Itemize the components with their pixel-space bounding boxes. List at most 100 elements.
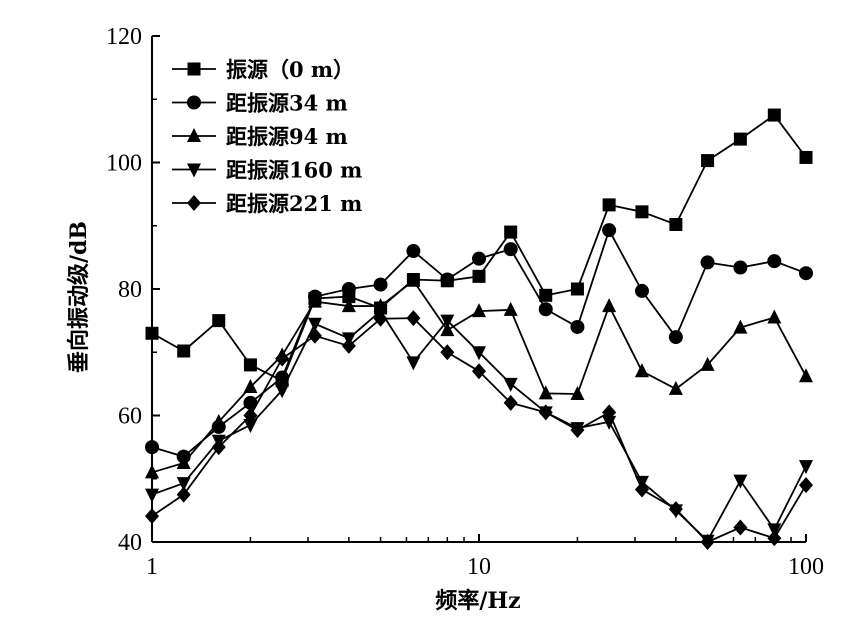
legend-label: 振源（0 m） — [226, 57, 354, 82]
data-point — [211, 413, 226, 428]
data-point — [634, 481, 649, 498]
data-point — [212, 314, 226, 328]
x-tick-label: 100 — [788, 554, 824, 580]
data-point — [570, 319, 585, 334]
legend-entry-3: 距振源94 m — [172, 124, 348, 149]
y-tick-label: 80 — [118, 277, 142, 303]
data-point — [700, 356, 715, 371]
data-point — [634, 283, 649, 298]
data-point — [176, 486, 191, 503]
legend-entry-5: 距振源221 m — [172, 191, 362, 216]
data-point — [145, 488, 159, 503]
legend-entry-1: 振源（0 m） — [172, 57, 354, 82]
data-point — [341, 282, 356, 296]
data-point — [472, 269, 486, 283]
data-point — [145, 326, 159, 340]
data-point — [700, 534, 715, 550]
data-point — [602, 223, 617, 238]
legend: 振源（0 m） 距振源34 m 距振源94 m 距振源160 m 距振源221 m — [172, 57, 362, 216]
legend-entry-2: 距振源34 m — [172, 91, 348, 116]
data-point — [570, 282, 584, 296]
data-point — [733, 319, 748, 334]
series-5 — [145, 310, 813, 550]
data-point — [440, 272, 455, 287]
data-point — [145, 508, 159, 525]
data-point — [799, 266, 813, 281]
data-point — [406, 356, 421, 371]
legend-label: 距振源160 m — [226, 158, 362, 183]
data-point — [733, 260, 748, 275]
data-point — [341, 298, 356, 313]
legend-label: 距振源94 m — [226, 124, 348, 149]
data-point — [440, 314, 455, 329]
data-point — [733, 132, 747, 146]
data-point — [145, 440, 159, 455]
data-point — [373, 310, 388, 327]
y-tick-label: 120 — [106, 24, 142, 50]
y-tick-label: 40 — [118, 530, 142, 556]
data-point — [767, 254, 782, 269]
data-point — [602, 298, 617, 313]
data-point — [307, 327, 322, 344]
data-point — [406, 310, 421, 327]
data-point — [539, 288, 553, 302]
data-point — [733, 474, 748, 489]
data-point — [440, 344, 455, 361]
data-point — [538, 404, 553, 421]
data-point — [799, 460, 813, 475]
data-point — [176, 454, 191, 469]
legend-entry-4: 距振源160 m — [172, 158, 362, 183]
data-point — [634, 363, 649, 378]
data-point — [503, 377, 518, 392]
data-point — [243, 358, 257, 372]
series-1 — [145, 108, 813, 388]
data-point — [373, 277, 388, 292]
data-point — [570, 422, 585, 439]
data-point — [538, 385, 553, 400]
legend-label: 距振源34 m — [226, 91, 348, 116]
data-point — [307, 317, 322, 332]
data-point — [767, 108, 781, 122]
data-point — [602, 198, 616, 212]
data-point — [767, 309, 782, 324]
y-tick-label: 100 — [106, 151, 142, 177]
legend-marker — [187, 62, 201, 76]
data-point — [406, 272, 421, 287]
data-point — [668, 330, 683, 345]
data-point — [243, 418, 258, 433]
data-point — [406, 244, 421, 259]
data-point — [799, 368, 813, 383]
legend-marker — [187, 163, 201, 178]
data-point — [504, 225, 518, 239]
series-3 — [145, 272, 813, 479]
data-point — [700, 255, 715, 270]
data-point — [176, 477, 191, 492]
data-point — [503, 394, 518, 411]
data-point — [668, 380, 683, 395]
legend-marker — [187, 128, 201, 142]
data-point — [668, 501, 683, 518]
data-point — [570, 385, 585, 400]
data-point — [440, 322, 455, 337]
data-point — [799, 150, 813, 164]
data-point — [243, 395, 258, 410]
data-point — [602, 404, 617, 421]
data-point — [503, 242, 518, 257]
data-point — [243, 407, 258, 424]
data-point — [275, 384, 290, 399]
data-point — [177, 344, 191, 358]
data-point — [275, 350, 290, 367]
series-4 — [145, 305, 813, 549]
data-point — [701, 154, 715, 168]
data-point — [243, 379, 258, 394]
y-tick-label: 60 — [118, 404, 142, 430]
legend-marker — [187, 95, 201, 110]
data-point — [503, 301, 518, 316]
x-tick-label: 1 — [146, 554, 158, 580]
data-point — [635, 205, 649, 219]
data-point — [767, 530, 782, 547]
x-tick-label: 10 — [467, 554, 491, 580]
y-axis-title: 垂向振动级/dB — [66, 221, 92, 373]
